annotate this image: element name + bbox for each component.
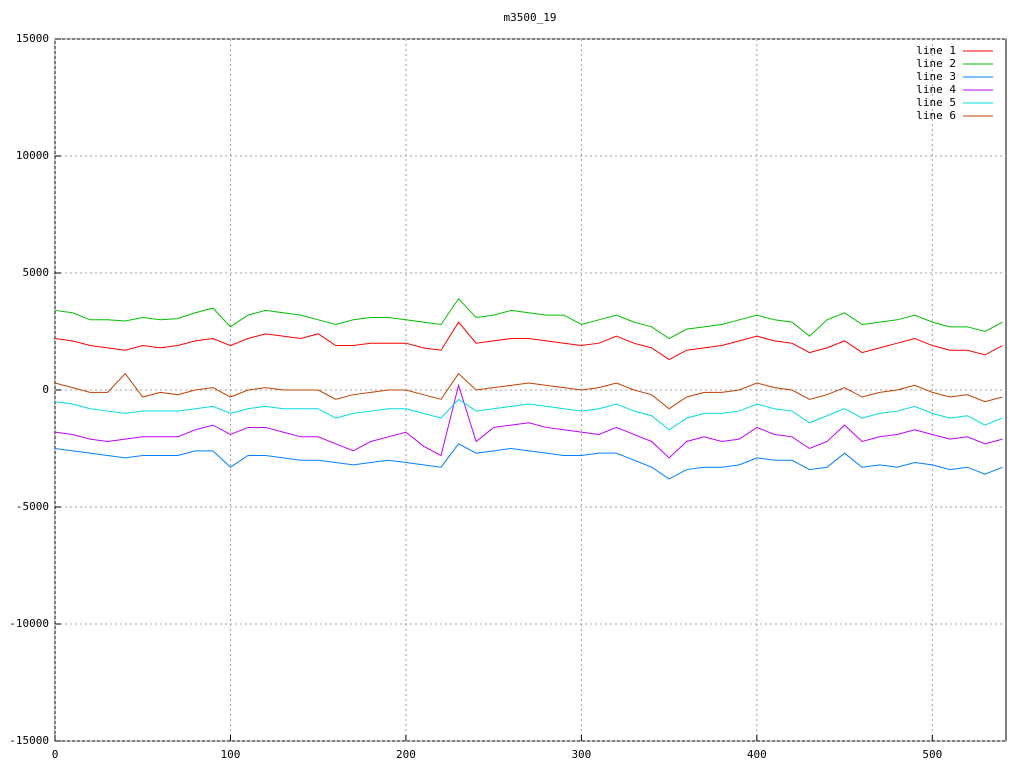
legend-label: line 1: [916, 44, 956, 57]
x-tick-label: 100: [221, 748, 241, 761]
legend-label: line 4: [916, 83, 956, 96]
series-line: [54, 383, 1003, 459]
legend-label: line 5: [916, 96, 956, 109]
y-tick-label: -15000: [9, 734, 49, 747]
y-tick-label: -5000: [16, 500, 49, 513]
x-tick-label: 200: [396, 748, 416, 761]
y-tick-label: 10000: [16, 149, 49, 162]
y-tick-label: 15000: [16, 32, 49, 45]
y-tick-label: -10000: [9, 617, 49, 630]
legend-label: line 2: [916, 57, 956, 70]
legend-label: line 6: [916, 109, 956, 122]
series-line: [54, 321, 1003, 361]
chart-title: m3500_19: [504, 11, 557, 24]
series-line: [54, 297, 1003, 340]
y-tick-label: 0: [42, 383, 49, 396]
legend-label: line 3: [916, 70, 956, 83]
series-line: [54, 398, 1003, 431]
series-line: [54, 372, 1003, 410]
series-line: [54, 443, 1003, 480]
x-tick-label: 400: [747, 748, 767, 761]
x-tick-label: 0: [52, 748, 59, 761]
x-tick-label: 300: [571, 748, 591, 761]
y-tick-label: 5000: [23, 266, 50, 279]
x-tick-label: 500: [922, 748, 942, 761]
